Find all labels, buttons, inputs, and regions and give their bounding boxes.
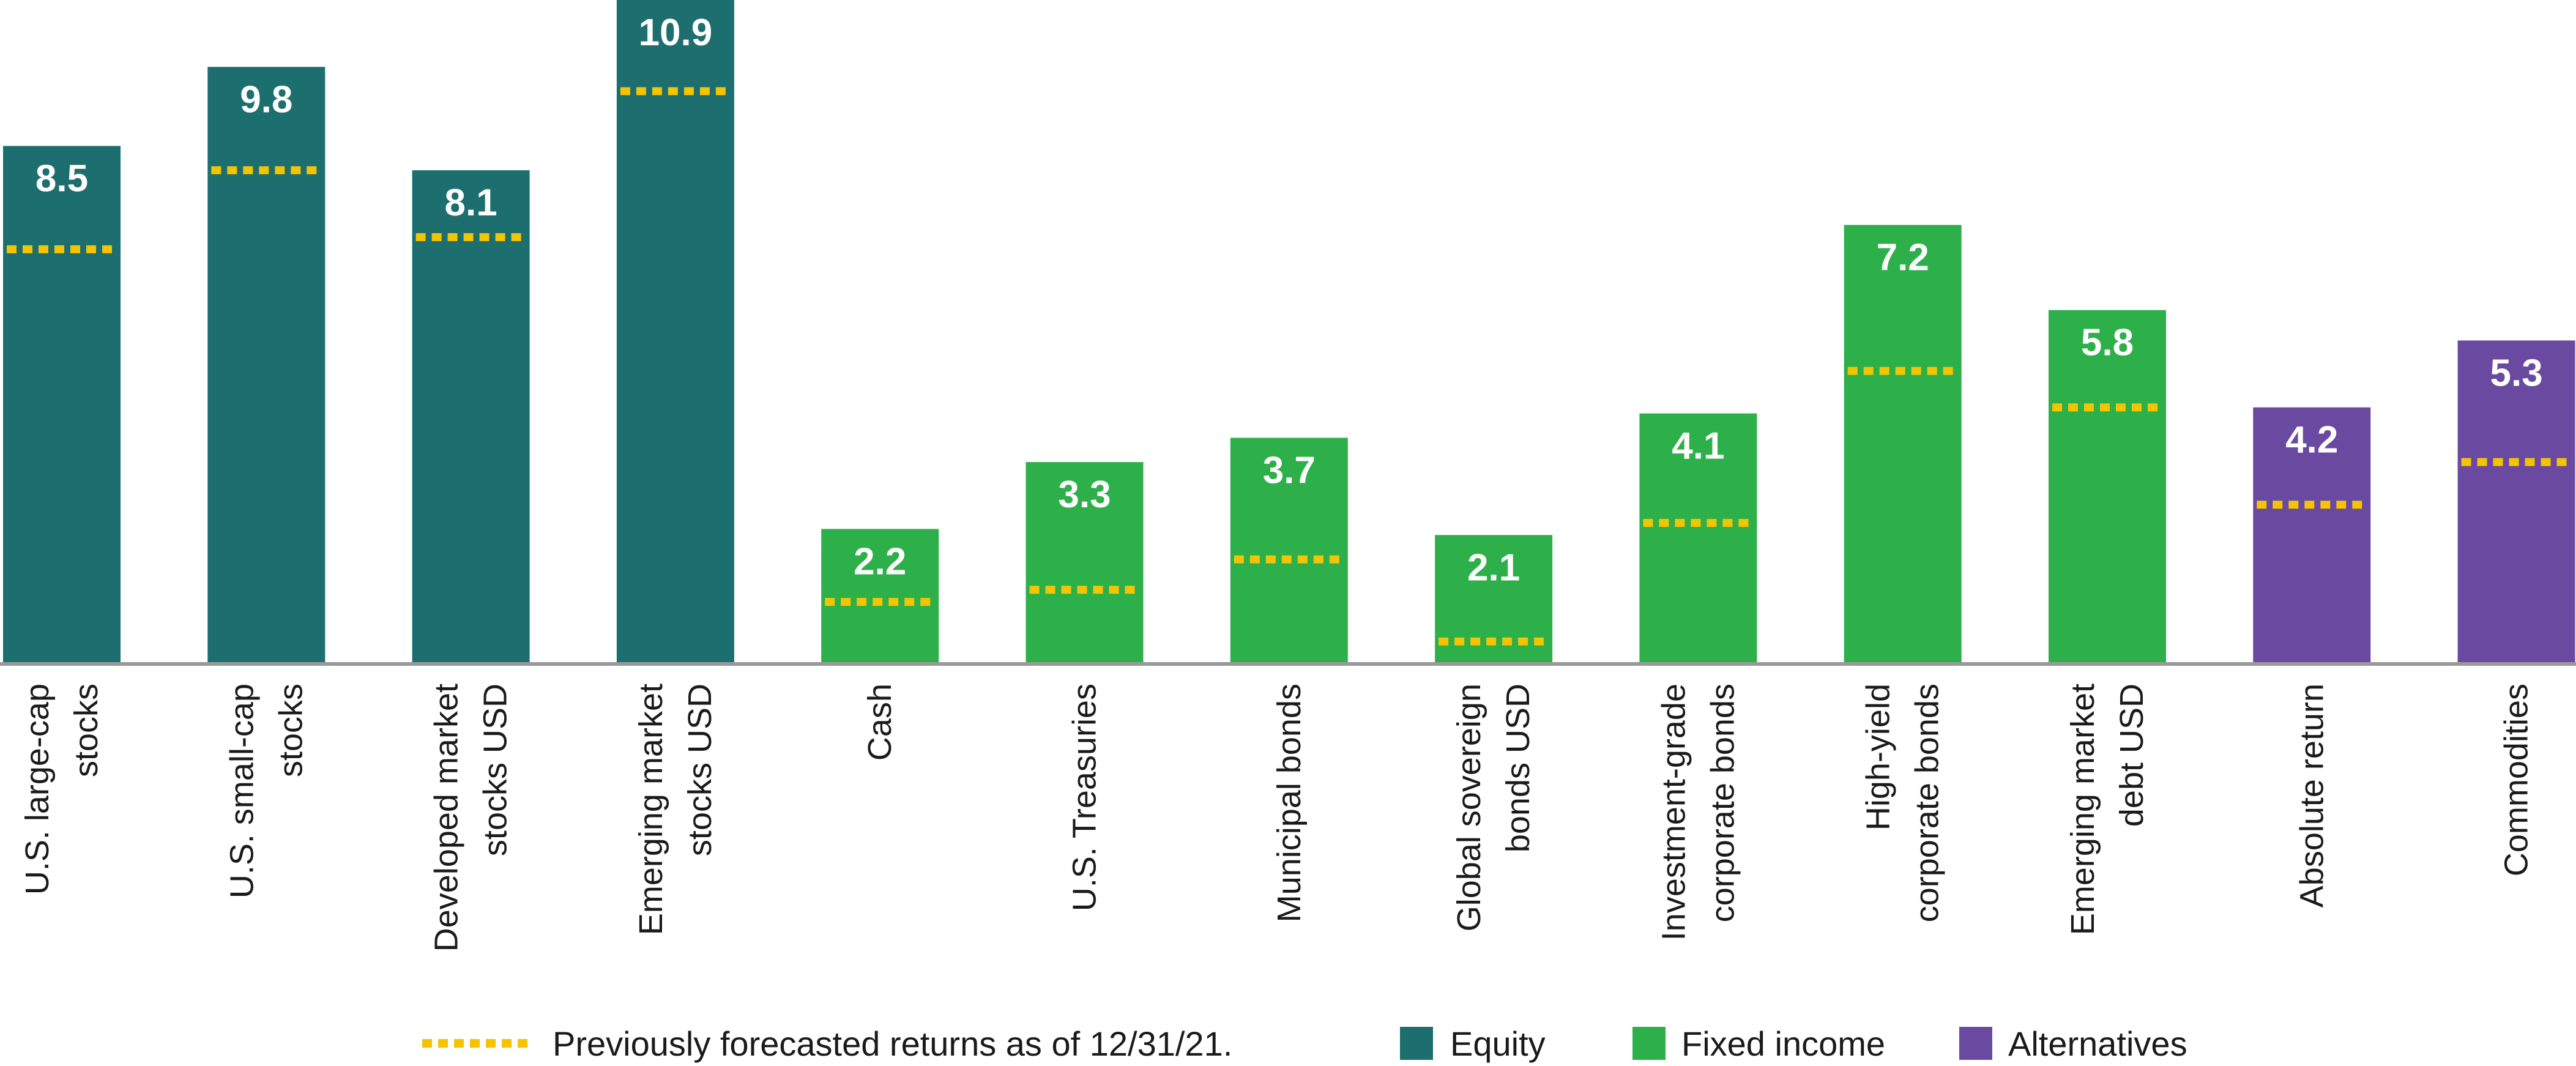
bar-value-label: 4.2 bbox=[2285, 419, 2338, 461]
bar-value-label: 2.2 bbox=[854, 540, 906, 583]
category-label-line: corporate bonds bbox=[1704, 684, 1741, 922]
category-label-line: Cash bbox=[862, 684, 898, 761]
bar-value-label: 4.1 bbox=[1672, 425, 1724, 468]
category-label-line: Absolute return bbox=[2293, 684, 2330, 908]
bar-value-label: 3.3 bbox=[1058, 474, 1111, 516]
bar-value-label: 7.2 bbox=[1877, 237, 1929, 279]
category-label-line: U.S. Treasuries bbox=[1067, 684, 1103, 911]
legend-alternatives-swatch bbox=[1959, 1027, 1992, 1060]
bar bbox=[3, 146, 121, 663]
category-label: U.S. large-cap stocks bbox=[19, 684, 105, 895]
category-label: Commodities bbox=[2498, 684, 2535, 876]
bar-value-label: 8.5 bbox=[35, 158, 88, 200]
category-label: Emerging market debt USD bbox=[2064, 684, 2150, 935]
category-label-line: debt USD bbox=[2113, 684, 2150, 827]
category-label-line: Developed market bbox=[428, 684, 465, 952]
value-labels-layer: 8.5 9.8 8.1 10.9 2.2 3.3 3.7 2.1 4.1 7.2 5.8 4.2 5.3 bbox=[35, 12, 2543, 589]
previous-forecast-layer bbox=[7, 87, 2572, 646]
legend: Previously forecasted returns as of 12/3… bbox=[422, 1024, 2187, 1063]
category-label-line: Municipal bonds bbox=[1271, 684, 1308, 922]
category-label-line: Investment-grade bbox=[1655, 684, 1692, 941]
category-label-line: Commodities bbox=[2498, 684, 2535, 876]
legend-fixed-income-label: Fixed income bbox=[1681, 1024, 1885, 1063]
bar-value-label: 8.1 bbox=[444, 182, 497, 224]
category-label: U.S. Treasuries bbox=[1067, 684, 1103, 911]
category-label-line: Emerging market bbox=[633, 684, 669, 935]
legend-previous-forecast-label: Previously forecasted returns as of 12/3… bbox=[553, 1024, 1232, 1063]
bar bbox=[2049, 310, 2166, 663]
bar bbox=[2253, 407, 2371, 663]
category-label: Global sovereign bonds USD bbox=[1451, 684, 1536, 931]
category-label-line: stocks USD bbox=[477, 684, 514, 856]
category-label-line: corporate bonds bbox=[1909, 684, 1946, 922]
category-label: Emerging market stocks USD bbox=[633, 684, 718, 935]
category-label-line: bonds USD bbox=[1500, 684, 1536, 852]
bar bbox=[2457, 340, 2575, 663]
bar-value-label: 9.8 bbox=[240, 78, 292, 121]
bar bbox=[1844, 225, 1962, 663]
category-label-line: stocks bbox=[272, 684, 309, 777]
legend-equity-swatch bbox=[1400, 1027, 1433, 1060]
bar bbox=[1639, 413, 1757, 663]
bar bbox=[1026, 462, 1144, 663]
legend-alternatives-label: Alternatives bbox=[2008, 1024, 2187, 1063]
legend-equity-label: Equity bbox=[1450, 1024, 1546, 1063]
category-label: Developed market stocks USD bbox=[428, 684, 514, 952]
category-label-line: U.S. large-cap bbox=[19, 684, 56, 895]
bar bbox=[1230, 438, 1348, 663]
bar bbox=[412, 170, 530, 663]
category-label: High-yield corporate bonds bbox=[1860, 684, 1946, 922]
category-labels-layer: U.S. large-cap stocks U.S. small-cap stocks… bbox=[19, 684, 2535, 952]
category-label: Cash bbox=[862, 684, 898, 761]
category-label-line: U.S. small-cap bbox=[223, 684, 260, 898]
category-label: U.S. small-cap stocks bbox=[223, 684, 309, 898]
bar bbox=[616, 0, 734, 663]
bar bbox=[207, 67, 326, 663]
category-label-line: stocks bbox=[68, 684, 105, 777]
category-label-line: High-yield bbox=[1860, 684, 1897, 830]
bar-value-label: 3.7 bbox=[1263, 449, 1316, 491]
bar-value-label: 5.8 bbox=[2081, 322, 2134, 364]
bar-value-label: 5.3 bbox=[2490, 352, 2542, 394]
category-label: Absolute return bbox=[2293, 684, 2330, 908]
category-label-line: stocks USD bbox=[682, 684, 718, 856]
bar-value-label: 10.9 bbox=[639, 12, 713, 54]
category-label: Investment-grade corporate bonds bbox=[1655, 684, 1741, 941]
legend-fixed-income-swatch bbox=[1632, 1027, 1666, 1060]
bar-value-label: 2.1 bbox=[1467, 546, 1520, 589]
category-label-line: Global sovereign bbox=[1451, 684, 1487, 931]
category-label-line: Emerging market bbox=[2064, 684, 2101, 935]
category-label: Municipal bonds bbox=[1271, 684, 1308, 922]
bar bbox=[821, 529, 939, 663]
